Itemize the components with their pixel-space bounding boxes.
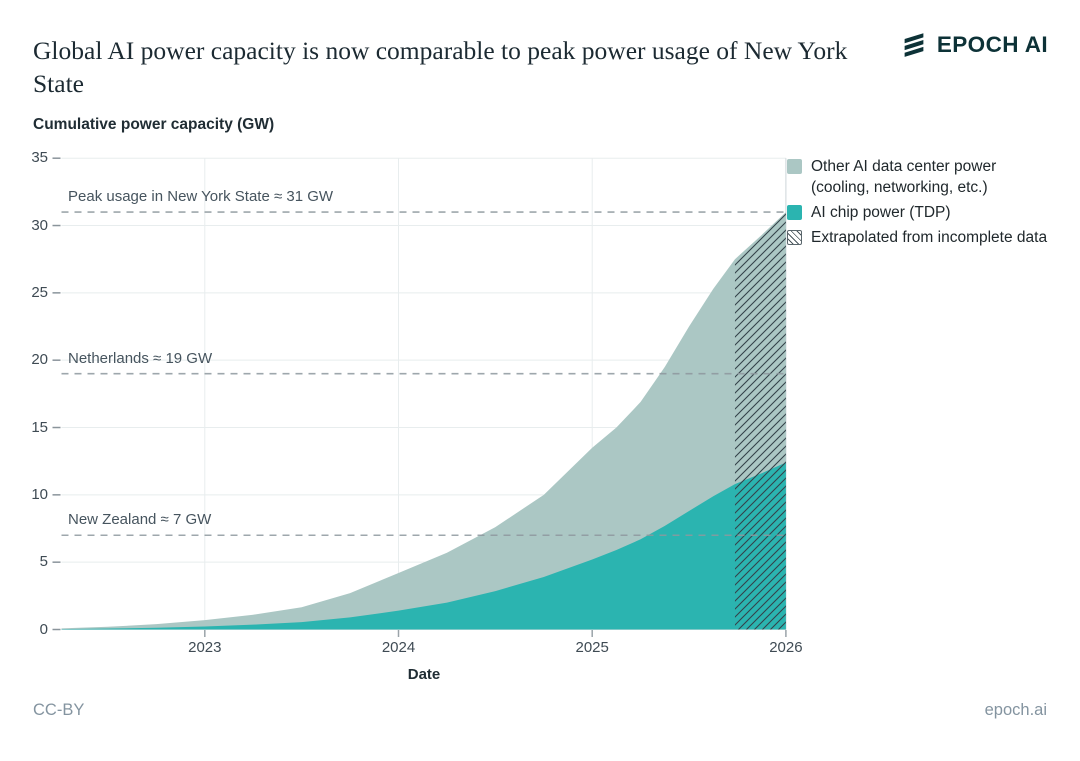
y-tick-label: 25 xyxy=(31,283,48,301)
legend-label: Other AI data center power (cooling, net… xyxy=(811,158,997,196)
epoch-ai-logo: EPOCH AI xyxy=(899,30,1048,60)
site-link[interactable]: epoch.ai xyxy=(984,701,1047,719)
y-tick-label: 35 xyxy=(31,149,48,167)
ref-line-label: New Zealand ≈ 7 GW xyxy=(68,511,212,529)
page-title: Global AI power capacity is now comparab… xyxy=(33,36,848,99)
x-tick-label: 2026 xyxy=(769,639,803,656)
legend: Other AI data center power (cooling, net… xyxy=(787,156,1049,248)
x-tick-label: 2023 xyxy=(188,639,222,656)
y-tick-label: 10 xyxy=(31,485,48,503)
y-axis-title: Cumulative power capacity (GW) xyxy=(33,116,275,133)
y-tick-label: 0 xyxy=(39,620,48,638)
ref-line-label: Netherlands ≈ 19 GW xyxy=(68,349,213,367)
y-tick-label: 5 xyxy=(39,553,48,571)
area-other xyxy=(61,212,786,630)
legend-label: Extrapolated from incomplete data xyxy=(811,229,1048,246)
epoch-ai-logo-text: EPOCH AI xyxy=(936,32,1048,57)
x-tick-label: 2024 xyxy=(381,639,416,656)
ref-line-label: Peak usage in New York State ≈ 31 GW xyxy=(68,188,334,206)
epoch-ai-logo-icon xyxy=(904,33,924,57)
x-tick-label: 2025 xyxy=(575,639,609,656)
legend-item: Extrapolated from incomplete data xyxy=(787,227,1049,248)
area-chip xyxy=(61,462,786,630)
y-tick-label: 15 xyxy=(31,418,48,436)
legend-swatch-other xyxy=(787,159,802,174)
license-label: CC-BY xyxy=(33,701,85,719)
legend-label: AI chip power (TDP) xyxy=(811,204,951,221)
legend-item: AI chip power (TDP) xyxy=(787,202,1049,223)
x-axis-title: Date xyxy=(407,666,441,683)
legend-swatch-hatch xyxy=(787,230,802,245)
area-extrapolated-hatch xyxy=(734,212,786,630)
y-tick-label: 30 xyxy=(31,216,48,234)
legend-swatch-chip xyxy=(787,205,802,220)
y-tick-label: 20 xyxy=(31,351,48,369)
legend-item: Other AI data center power (cooling, net… xyxy=(787,156,1049,198)
